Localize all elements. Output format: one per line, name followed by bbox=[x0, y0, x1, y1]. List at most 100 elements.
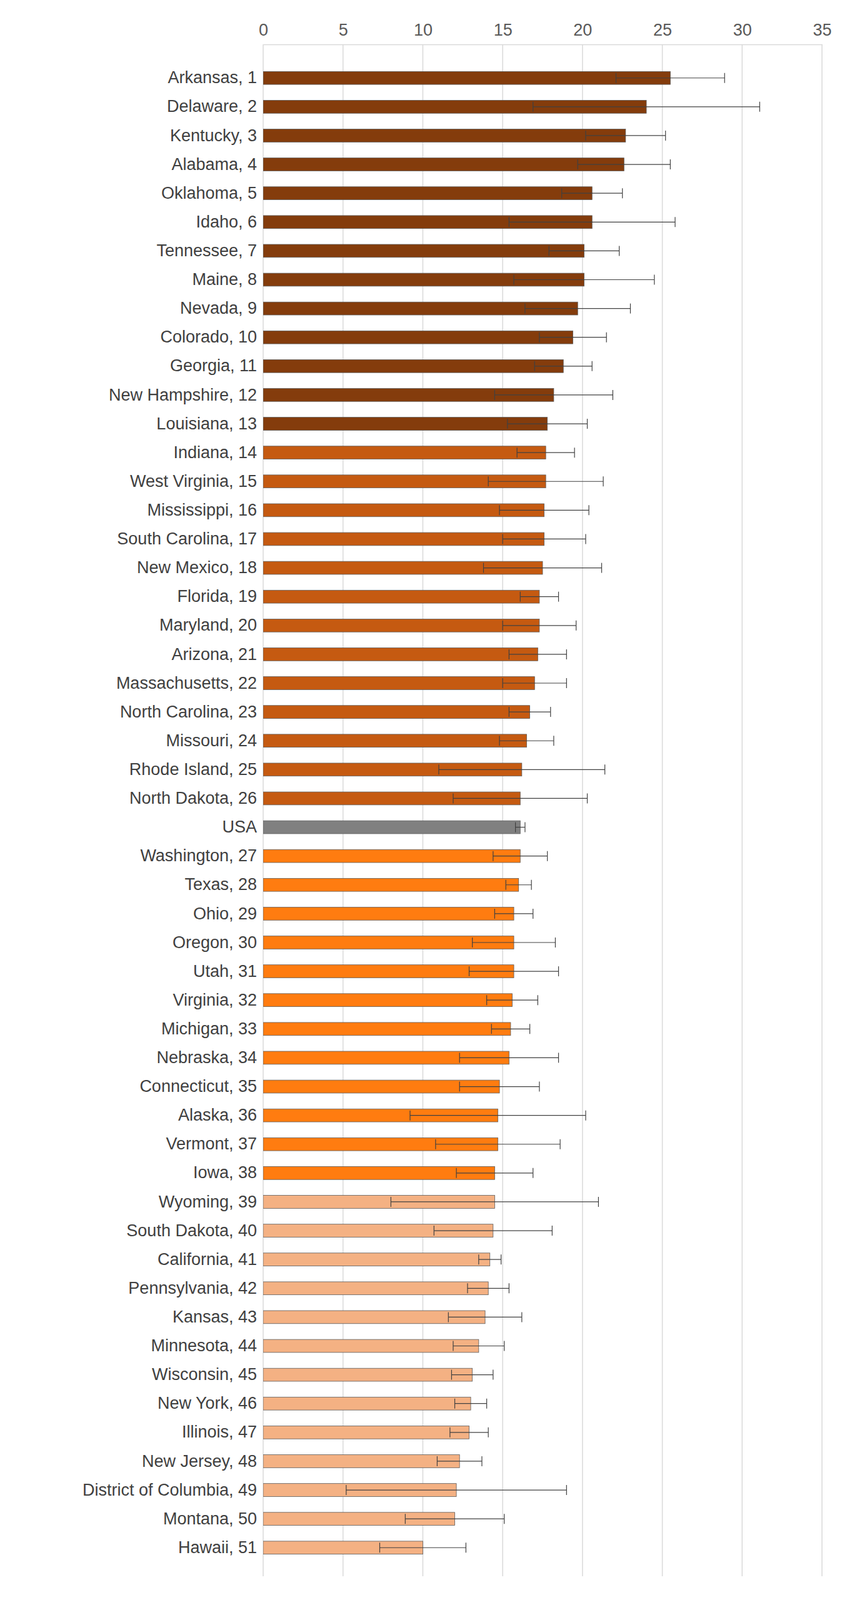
error-line bbox=[467, 1288, 509, 1289]
error-bar bbox=[534, 361, 592, 372]
error-cap bbox=[438, 764, 439, 775]
tick: USA bbox=[221, 817, 264, 837]
tick: Alabama, 4 bbox=[171, 155, 264, 174]
category-label: Texas, 28 bbox=[184, 875, 257, 894]
error-line bbox=[456, 1172, 534, 1174]
bar bbox=[263, 590, 540, 604]
error-bar bbox=[494, 908, 533, 919]
error-bar bbox=[433, 1225, 552, 1236]
error-cap bbox=[435, 1139, 436, 1150]
category-label: Nebraska, 34 bbox=[156, 1048, 257, 1068]
error-cap bbox=[498, 505, 500, 516]
error-bar bbox=[548, 245, 619, 256]
category-label: Arizona, 21 bbox=[171, 645, 257, 664]
category-label: Maryland, 20 bbox=[159, 615, 257, 635]
tick: Ohio, 29 bbox=[193, 904, 264, 924]
tick: Texas, 28 bbox=[184, 875, 264, 894]
tick: Arizona, 21 bbox=[171, 645, 264, 664]
bar bbox=[263, 676, 535, 691]
error-cap bbox=[345, 1485, 347, 1496]
error-cap bbox=[459, 1052, 461, 1063]
bar bbox=[263, 417, 548, 431]
error-cap bbox=[524, 303, 526, 314]
error-bar bbox=[455, 1398, 487, 1409]
bar bbox=[263, 1022, 511, 1036]
error-bar bbox=[435, 1139, 561, 1150]
category-label: Hawaii, 51 bbox=[178, 1538, 257, 1558]
axis-line bbox=[263, 44, 823, 46]
tick: Hawaii, 51 bbox=[178, 1538, 264, 1558]
error-cap bbox=[577, 159, 579, 170]
error-cap bbox=[454, 1398, 456, 1409]
error-line bbox=[453, 1345, 505, 1347]
error-bar bbox=[533, 101, 761, 112]
bar bbox=[263, 849, 521, 863]
error-cap bbox=[670, 159, 671, 170]
tick: Kansas, 43 bbox=[172, 1307, 264, 1327]
error-line bbox=[448, 1317, 522, 1318]
plot-area bbox=[263, 71, 760, 1554]
tick: New Jersey, 48 bbox=[141, 1452, 264, 1471]
category-label: Utah, 31 bbox=[193, 962, 257, 981]
error-line bbox=[436, 1460, 482, 1462]
tick: Florida, 19 bbox=[176, 586, 264, 606]
error-cap bbox=[586, 418, 588, 429]
error-line bbox=[469, 970, 559, 972]
tick: Washington, 27 bbox=[140, 846, 264, 866]
tick: Georgia, 11 bbox=[170, 356, 264, 376]
grid-line bbox=[821, 44, 823, 1577]
error-cap bbox=[550, 706, 551, 717]
error-bar bbox=[508, 649, 567, 660]
error-line bbox=[548, 250, 619, 252]
error-line bbox=[520, 596, 559, 597]
error-cap bbox=[508, 706, 510, 717]
bar bbox=[263, 820, 521, 834]
category-label: South Dakota, 40 bbox=[126, 1221, 257, 1241]
category-label: Idaho, 6 bbox=[195, 212, 257, 232]
y-axis: Arkansas, 1 Delaware, 2 Kentucky, 3 Alabama… bbox=[82, 56, 264, 1571]
tick: Nebraska, 34 bbox=[156, 1048, 264, 1068]
error-bar bbox=[525, 303, 631, 314]
tick: Missouri, 24 bbox=[165, 731, 264, 751]
category-label: Wyoming, 39 bbox=[158, 1192, 257, 1212]
tick: New York, 46 bbox=[157, 1393, 264, 1413]
tick: Maine, 8 bbox=[191, 270, 264, 289]
error-bar bbox=[486, 995, 539, 1006]
error-cap bbox=[566, 1485, 567, 1496]
error-line bbox=[502, 625, 576, 626]
error-line bbox=[494, 394, 613, 396]
error-line bbox=[488, 481, 604, 482]
error-bar bbox=[491, 1023, 530, 1034]
error-cap bbox=[503, 1341, 505, 1352]
error-cap bbox=[546, 851, 548, 862]
bar bbox=[263, 705, 531, 719]
tick: 25 bbox=[653, 20, 672, 45]
bar bbox=[263, 1455, 460, 1469]
error-bar bbox=[577, 159, 671, 170]
category-label: Oklahoma, 5 bbox=[161, 183, 257, 203]
category-label: California, 41 bbox=[157, 1250, 257, 1269]
bar bbox=[263, 1397, 471, 1411]
error-bar bbox=[410, 1110, 586, 1121]
error-line bbox=[499, 740, 554, 742]
error-cap bbox=[502, 533, 504, 544]
error-bar bbox=[515, 822, 526, 833]
tick: Pennsylvania, 42 bbox=[128, 1278, 264, 1298]
tick: Oregon, 30 bbox=[172, 933, 264, 953]
error-cap bbox=[551, 1225, 553, 1236]
error-cap bbox=[538, 332, 540, 343]
tick: Kentucky, 3 bbox=[170, 126, 264, 146]
category-label: New Jersey, 48 bbox=[141, 1452, 257, 1471]
tick: Delaware, 2 bbox=[166, 96, 264, 116]
error-line bbox=[505, 884, 532, 886]
error-cap bbox=[618, 245, 620, 256]
tick: Arkansas, 1 bbox=[167, 68, 264, 87]
error-cap bbox=[531, 880, 532, 891]
tick: Michigan, 33 bbox=[161, 1019, 264, 1039]
tick: California, 41 bbox=[157, 1250, 264, 1269]
bar bbox=[263, 330, 574, 344]
error-bar bbox=[453, 1341, 505, 1352]
error-line bbox=[379, 1547, 466, 1549]
category-label: Kansas, 43 bbox=[172, 1307, 257, 1327]
error-bar bbox=[520, 591, 559, 602]
